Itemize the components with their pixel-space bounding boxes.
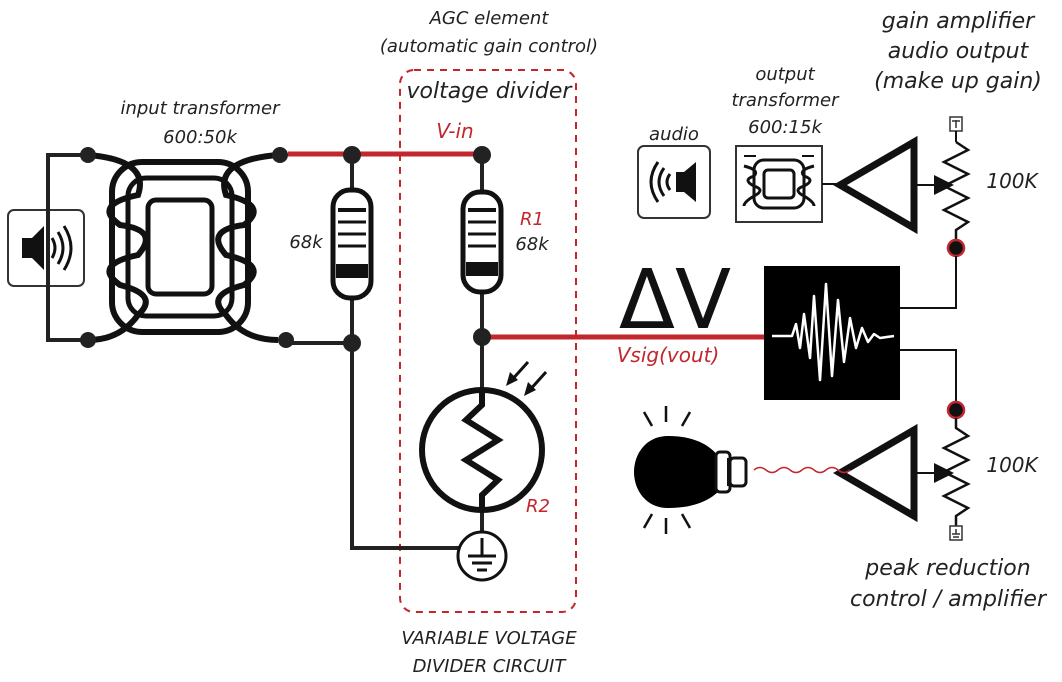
peak-reduction-amplifier xyxy=(833,423,954,523)
footer-line-1: VARIABLE VOLTAGE xyxy=(401,628,577,649)
light-bulb-icon xyxy=(634,406,748,534)
output-ratio-label: 600:15k xyxy=(748,117,823,138)
pot-top-value: 100K xyxy=(986,169,1039,193)
photoresistor-r2 xyxy=(419,387,545,513)
resistor-r1 xyxy=(460,189,504,295)
r-left-value: 68k xyxy=(289,232,324,253)
r2-name: R2 xyxy=(526,496,550,517)
potentiometer-top xyxy=(941,116,971,258)
gain-amp-label-3: (make up gain) xyxy=(874,69,1042,94)
scope-to-pot-wire xyxy=(900,349,957,402)
gain-amp-label-2: audio output xyxy=(888,39,1030,64)
potentiometer-bottom xyxy=(941,400,971,541)
wire-r-left-bottom xyxy=(350,294,468,550)
input-transformer xyxy=(80,147,294,348)
vsig-label: Vsig(vout) xyxy=(617,343,720,367)
output-transformer-label-2: transformer xyxy=(731,90,840,111)
agc-element-boundary xyxy=(399,69,577,613)
input-transformer-label: input transformer xyxy=(120,98,281,119)
agc-subtitle: (automatic gain control) xyxy=(380,36,598,57)
junction-dot xyxy=(473,146,491,164)
junction-dot xyxy=(343,146,361,164)
agc-title: AGC element xyxy=(429,8,550,29)
waveform-icon xyxy=(764,266,900,400)
speaker-wire xyxy=(46,153,86,342)
r1-name: R1 xyxy=(520,209,544,230)
peak-label-1: peak reduction xyxy=(864,556,1030,581)
lamp-drive-wire xyxy=(753,466,851,474)
junction-dot xyxy=(473,328,491,346)
output-transformer xyxy=(735,145,823,223)
input-ratio-label: 600:50k xyxy=(163,127,238,148)
voltage-divider-label: voltage divider xyxy=(407,79,574,104)
peak-label-2: control / amplifier xyxy=(850,587,1048,612)
audio-label: audio xyxy=(649,124,699,145)
junction-dot xyxy=(343,334,361,352)
r1-value: 68k xyxy=(515,234,550,255)
ground-icon xyxy=(456,530,508,582)
gain-amplifier xyxy=(833,135,954,235)
light-arrows-icon xyxy=(506,360,548,396)
output-transformer-label-1: output xyxy=(755,64,815,85)
delta-v-label: ΔV xyxy=(619,253,731,348)
output-speaker-icon xyxy=(637,145,711,219)
resistor-68k-left xyxy=(330,187,374,301)
pot-top-return-wire xyxy=(900,256,957,309)
footer-line-2: DIVIDER CIRCUIT xyxy=(413,656,568,677)
v-in-label: V-in xyxy=(436,119,473,143)
pot-bottom-value: 100K xyxy=(986,453,1039,477)
gain-amp-label-1: gain amplifier xyxy=(882,9,1036,34)
